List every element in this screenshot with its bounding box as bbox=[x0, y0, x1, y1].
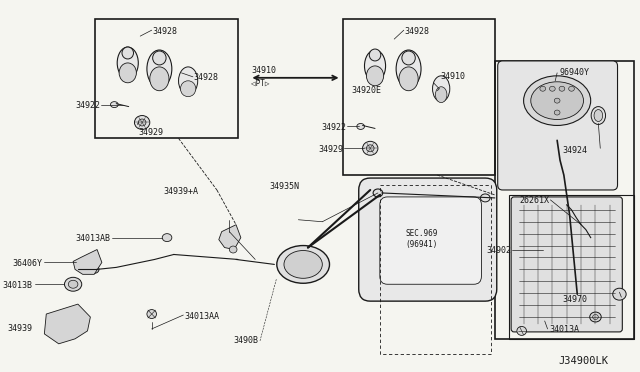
Text: 34928: 34928 bbox=[194, 73, 219, 82]
Ellipse shape bbox=[365, 50, 385, 82]
Text: 34928: 34928 bbox=[153, 27, 178, 36]
Ellipse shape bbox=[111, 102, 118, 108]
Text: 34928: 34928 bbox=[404, 27, 429, 36]
Text: 34922: 34922 bbox=[75, 101, 100, 110]
Text: ◁PT▷: ◁PT▷ bbox=[252, 78, 270, 87]
Text: 34929: 34929 bbox=[319, 145, 344, 154]
Text: 34939+A: 34939+A bbox=[163, 187, 198, 196]
Ellipse shape bbox=[402, 51, 415, 65]
Ellipse shape bbox=[594, 110, 603, 122]
Text: (96941): (96941) bbox=[406, 240, 438, 249]
Text: 26261X: 26261X bbox=[520, 196, 550, 205]
Text: 34939: 34939 bbox=[8, 324, 33, 333]
Text: 96940Y: 96940Y bbox=[559, 68, 589, 77]
Ellipse shape bbox=[138, 119, 146, 126]
Ellipse shape bbox=[369, 49, 381, 61]
Text: 34970: 34970 bbox=[562, 295, 587, 304]
Text: 34902: 34902 bbox=[486, 246, 511, 255]
Ellipse shape bbox=[284, 250, 323, 278]
Ellipse shape bbox=[540, 86, 546, 91]
Text: 34924: 34924 bbox=[562, 146, 587, 155]
Ellipse shape bbox=[363, 141, 378, 155]
Text: 34013AB: 34013AB bbox=[76, 234, 111, 243]
Bar bbox=[509, 195, 634, 339]
Text: 34910: 34910 bbox=[252, 66, 276, 76]
Ellipse shape bbox=[435, 87, 447, 103]
Ellipse shape bbox=[524, 76, 591, 125]
Ellipse shape bbox=[147, 310, 157, 318]
Ellipse shape bbox=[433, 76, 450, 102]
Text: 34920E: 34920E bbox=[351, 86, 381, 95]
Ellipse shape bbox=[134, 116, 150, 129]
Ellipse shape bbox=[373, 189, 383, 197]
Bar bbox=[344, 19, 495, 175]
Text: 3490B: 3490B bbox=[233, 336, 258, 345]
Ellipse shape bbox=[357, 124, 365, 129]
Ellipse shape bbox=[396, 50, 421, 88]
Bar bbox=[495, 61, 634, 339]
Ellipse shape bbox=[229, 246, 237, 253]
Ellipse shape bbox=[117, 47, 138, 79]
Ellipse shape bbox=[367, 145, 374, 152]
FancyBboxPatch shape bbox=[498, 61, 618, 190]
Ellipse shape bbox=[591, 107, 605, 125]
Ellipse shape bbox=[367, 66, 383, 86]
Text: 34922: 34922 bbox=[321, 123, 346, 132]
Text: 36406Y: 36406Y bbox=[12, 259, 42, 268]
Text: SEC.969: SEC.969 bbox=[406, 229, 438, 238]
Text: 34910: 34910 bbox=[440, 72, 465, 81]
Ellipse shape bbox=[612, 288, 626, 300]
Ellipse shape bbox=[179, 67, 198, 95]
Polygon shape bbox=[73, 250, 102, 274]
Text: J34900LK: J34900LK bbox=[558, 356, 608, 366]
Ellipse shape bbox=[589, 312, 601, 322]
Text: 34013A: 34013A bbox=[550, 326, 579, 334]
Ellipse shape bbox=[90, 265, 99, 273]
Ellipse shape bbox=[68, 280, 78, 288]
FancyBboxPatch shape bbox=[511, 197, 622, 332]
Text: 34013AA: 34013AA bbox=[184, 311, 220, 321]
FancyBboxPatch shape bbox=[359, 178, 497, 301]
Text: 34929: 34929 bbox=[138, 128, 163, 137]
Ellipse shape bbox=[399, 67, 418, 91]
Bar bbox=[95, 19, 238, 138]
Ellipse shape bbox=[554, 110, 560, 115]
Ellipse shape bbox=[65, 277, 82, 291]
Ellipse shape bbox=[559, 86, 565, 91]
Ellipse shape bbox=[569, 86, 574, 91]
Ellipse shape bbox=[593, 315, 598, 320]
Ellipse shape bbox=[554, 98, 560, 103]
Ellipse shape bbox=[481, 194, 490, 202]
Ellipse shape bbox=[147, 50, 172, 88]
Ellipse shape bbox=[150, 67, 169, 91]
Ellipse shape bbox=[276, 246, 330, 283]
Ellipse shape bbox=[119, 63, 136, 83]
Ellipse shape bbox=[153, 51, 166, 65]
Ellipse shape bbox=[550, 86, 556, 91]
Polygon shape bbox=[44, 304, 90, 344]
Ellipse shape bbox=[180, 81, 196, 97]
Ellipse shape bbox=[517, 327, 527, 336]
Ellipse shape bbox=[122, 47, 134, 59]
Text: 34013B: 34013B bbox=[3, 281, 33, 290]
Text: 34935N: 34935N bbox=[269, 182, 299, 190]
Polygon shape bbox=[219, 225, 241, 250]
Ellipse shape bbox=[531, 82, 584, 119]
FancyBboxPatch shape bbox=[380, 197, 481, 284]
Ellipse shape bbox=[163, 234, 172, 241]
